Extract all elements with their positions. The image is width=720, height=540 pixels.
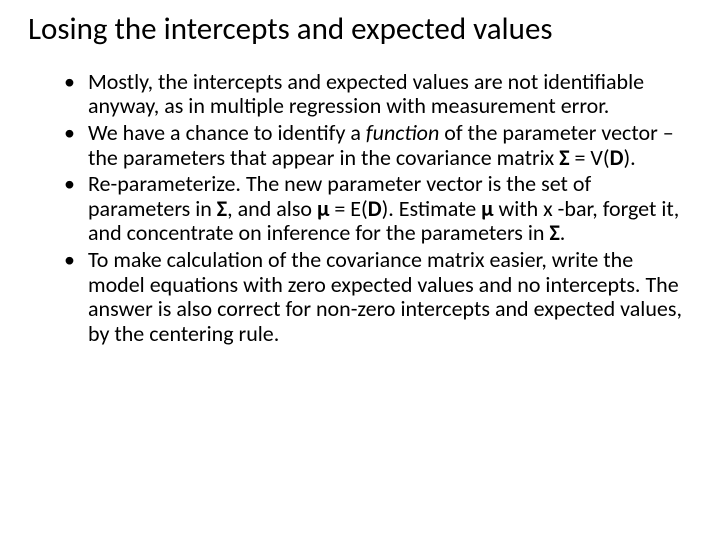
bullet-text: We have a chance to identify a — [88, 119, 366, 146]
bullet-text: = V( — [570, 144, 610, 171]
slide-title: Losing the intercepts and expected value… — [28, 12, 692, 48]
slide: Losing the intercepts and expected value… — [0, 0, 720, 540]
mu-symbol: μ — [481, 195, 493, 222]
bullet-list: Mostly, the intercepts and expected valu… — [28, 70, 692, 347]
sigma-symbol: Σ — [559, 144, 569, 171]
bullet-text: To make calculation of the covariance ma… — [88, 246, 682, 347]
bullet-text: Mostly, the intercepts and expected valu… — [88, 68, 644, 120]
bullet-text: ). — [623, 144, 635, 171]
sigma-symbol: Σ — [549, 219, 559, 246]
d-symbol: D — [610, 144, 624, 171]
bullet-item: Re-parameterize. The new parameter vecto… — [70, 172, 682, 246]
bullet-text: . — [560, 219, 566, 246]
bullet-text: = E( — [329, 195, 367, 222]
d-symbol: D — [368, 195, 382, 222]
mu-symbol: μ — [317, 195, 329, 222]
sigma-symbol: Σ — [217, 195, 227, 222]
bullet-text: , and also — [227, 195, 317, 222]
bullet-item: We have a chance to identify a function … — [70, 121, 682, 170]
bullet-text: ). Estimate — [382, 195, 482, 222]
bullet-text-italic: function — [366, 119, 439, 146]
bullet-item: To make calculation of the covariance ma… — [70, 248, 682, 347]
bullet-item: Mostly, the intercepts and expected valu… — [70, 70, 682, 119]
